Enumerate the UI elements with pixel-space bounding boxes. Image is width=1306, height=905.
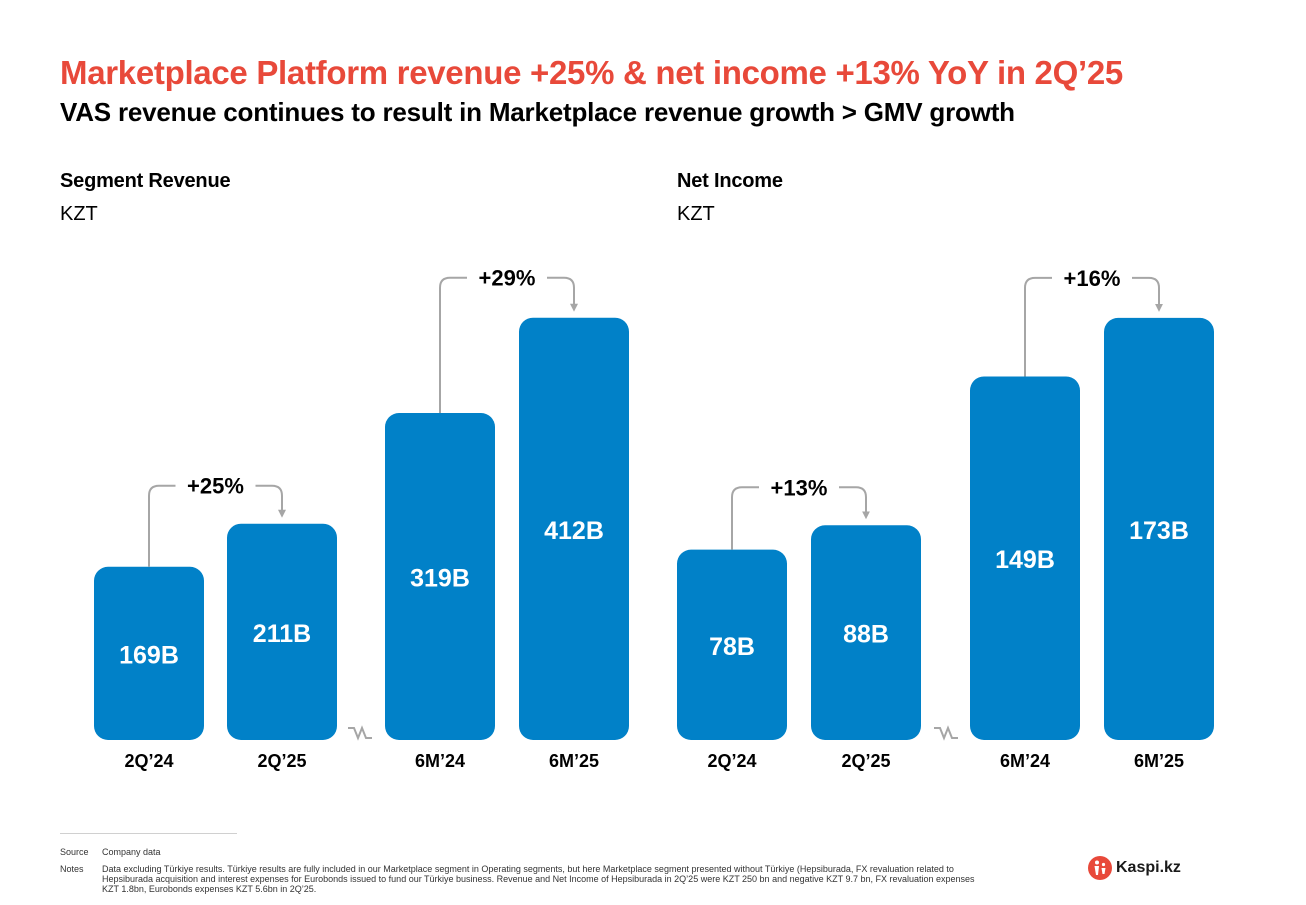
- net-income-bar-2q24: [677, 549, 787, 740]
- footer-divider: [60, 833, 237, 834]
- segment-revenue-unit: KZT: [60, 203, 98, 225]
- revenue-bar-2q24: [94, 566, 204, 740]
- net-income-category-label-2q24: 2Q’24: [707, 751, 756, 771]
- revenue-bar-6m24: [385, 413, 495, 740]
- net-income-category-label-6m24: 6M’24: [1000, 751, 1050, 771]
- revenue-bar-2q25: [227, 523, 337, 740]
- net-income-growth-connector-left-0: [731, 486, 759, 550]
- net-income-bar-6m24: [970, 376, 1080, 740]
- revenue-value-label-2q24: 169B: [119, 641, 179, 669]
- revenue-axis-break: [348, 725, 372, 741]
- net-income-growth-label-0: +13%: [771, 475, 828, 500]
- net-income-category-label-2q25: 2Q’25: [841, 751, 890, 771]
- kaspi-logo: Kaspi.kz: [1088, 856, 1181, 880]
- notes-text: Data excluding Türkiye results. Türkiye …: [102, 864, 975, 894]
- net-income-value-label-2q24: 78B: [709, 633, 755, 661]
- kaspi-logo-icon: [1088, 856, 1112, 880]
- revenue-growth-connector-right-1: [547, 276, 578, 312]
- source-label: Source: [60, 847, 89, 857]
- net-income-bar-2q25: [811, 525, 921, 740]
- source-text: Company data: [102, 847, 161, 857]
- revenue-category-label-2q24: 2Q’24: [124, 751, 173, 771]
- net-income-title: Net Income: [677, 170, 783, 192]
- revenue-growth-label-0: +25%: [187, 474, 244, 499]
- net-income-value-label-6m24: 149B: [995, 546, 1055, 574]
- revenue-growth-connector-left-0: [148, 484, 176, 567]
- revenue-growth-connector-right-0: [255, 484, 286, 518]
- net-income-growth-connector-left-1: [1024, 276, 1052, 377]
- net-income-unit: KZT: [677, 203, 715, 225]
- net-income-growth-label-1: +16%: [1064, 266, 1121, 291]
- revenue-category-label-6m25: 6M’25: [549, 751, 599, 771]
- revenue-category-label-2q25: 2Q’25: [257, 751, 306, 771]
- revenue-value-label-6m24: 319B: [410, 565, 470, 593]
- revenue-value-label-2q25: 211B: [253, 620, 311, 648]
- net-income-value-label-2q25: 88B: [843, 621, 889, 649]
- net-income-category-label-6m25: 6M’25: [1134, 751, 1184, 771]
- net-income-bar-6m25: [1104, 317, 1214, 740]
- revenue-category-label-6m24: 6M’24: [415, 751, 465, 771]
- page-subtitle: VAS revenue continues to result in Marke…: [60, 97, 1015, 127]
- net-income-axis-break: [934, 725, 958, 741]
- page-title: Marketplace Platform revenue +25% & net …: [60, 54, 1123, 91]
- segment-revenue-title: Segment Revenue: [60, 170, 231, 192]
- logo-text: Kaspi.kz: [1116, 859, 1181, 876]
- net-income-value-label-6m25: 173B: [1129, 517, 1189, 545]
- revenue-bar-6m25: [519, 317, 629, 740]
- revenue-growth-connector-left-1: [439, 276, 467, 414]
- revenue-value-label-6m25: 412B: [544, 517, 604, 545]
- net-income-growth-connector-right-1: [1132, 276, 1163, 312]
- net-income-growth-connector-right-0: [839, 486, 870, 520]
- revenue-growth-label-1: +29%: [479, 266, 536, 291]
- notes-label: Notes: [60, 864, 84, 874]
